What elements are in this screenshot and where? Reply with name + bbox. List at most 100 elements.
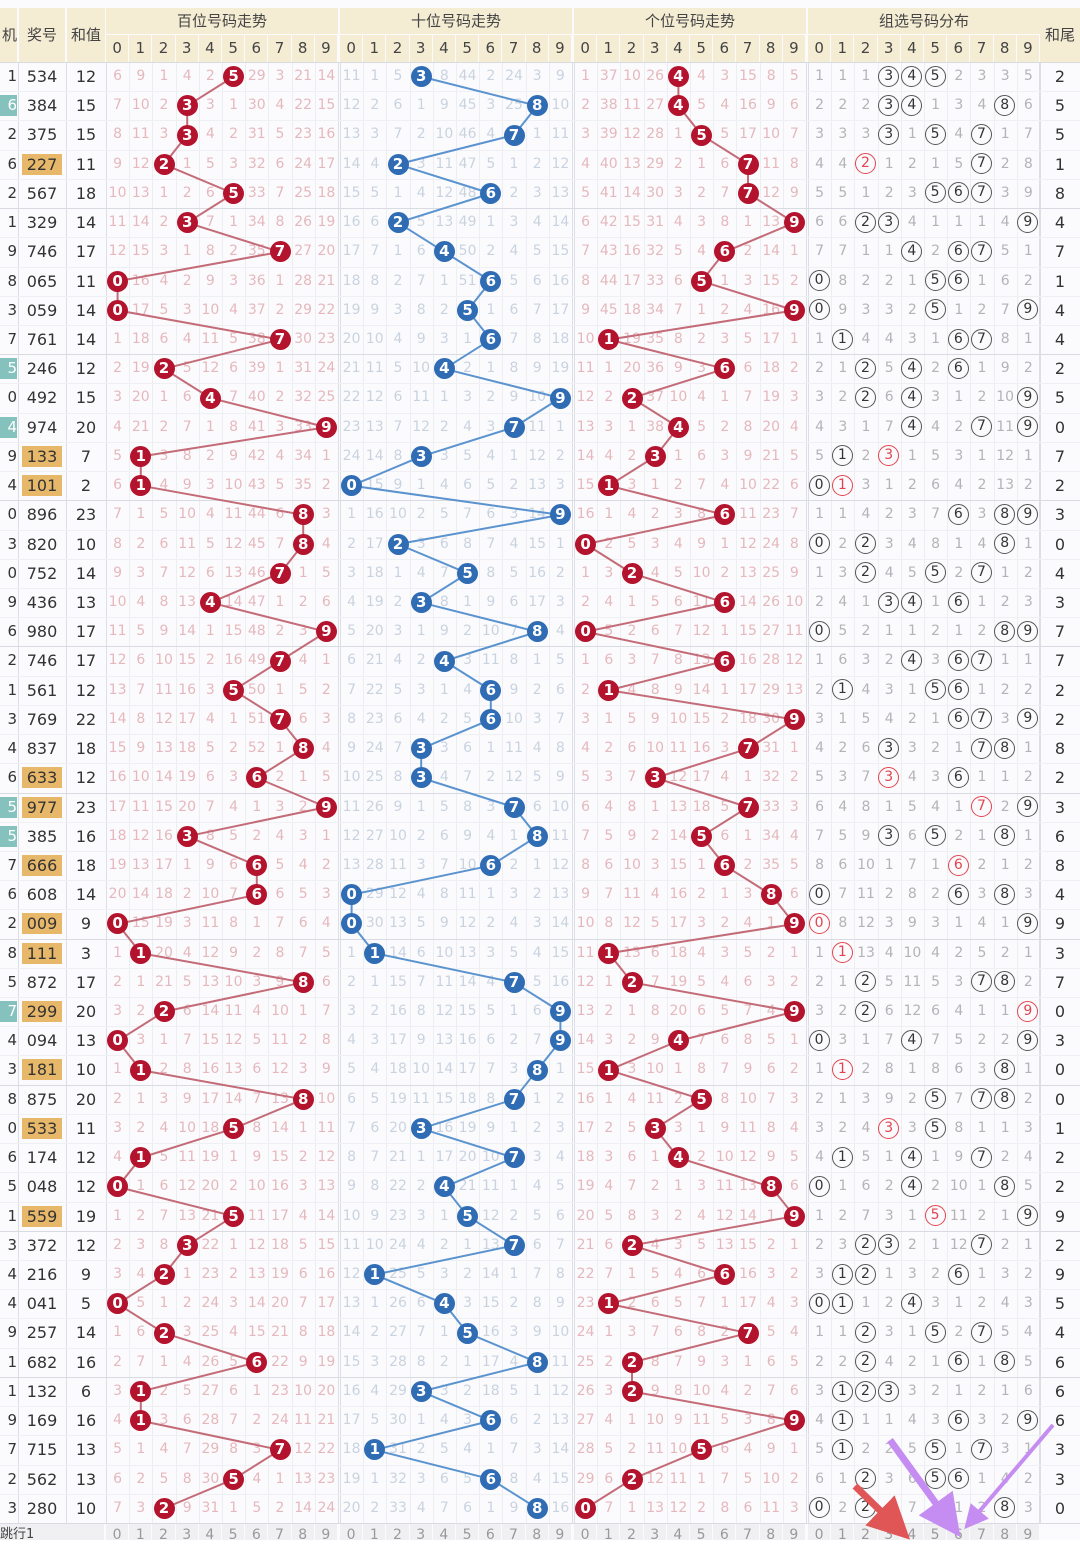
grid-line — [0, 617, 1080, 619]
omission-value: 7 — [838, 243, 848, 260]
omission-value: 2 — [884, 184, 894, 201]
omission-value: 11 — [762, 155, 781, 172]
grid-line — [0, 1376, 1080, 1378]
omission-value: 11 — [435, 155, 454, 172]
pair-ring: 2 — [855, 153, 876, 175]
omission-value: 15 — [762, 272, 781, 289]
hit-ring: 7 — [971, 240, 992, 262]
omission-value: 2 — [907, 301, 917, 318]
hit-ring: 8 — [994, 503, 1016, 525]
omission-value: 1 — [486, 301, 496, 318]
omission-value: 13 — [576, 418, 595, 435]
omission-value: 5 — [697, 418, 707, 435]
omission-value: 4 — [720, 97, 730, 114]
header-tail: 和尾 — [1040, 8, 1080, 62]
red-ball: 4 — [667, 416, 689, 438]
period-cell: 0 — [7, 563, 17, 582]
omission-value: 8 — [1000, 330, 1010, 347]
omission-value: 38 — [599, 97, 618, 114]
omission-value: 10 — [365, 330, 384, 347]
grid-line — [0, 850, 1080, 852]
period-cell: 6 — [7, 154, 17, 173]
omission-value: 8 — [509, 360, 519, 377]
omission-value: 4 — [977, 535, 987, 552]
omission-value: 9 — [439, 97, 449, 114]
number-cell: 974 — [26, 417, 58, 437]
omission-value: 3 — [720, 447, 730, 464]
hit-ring: 9 — [1017, 503, 1039, 525]
omission-value: 6 — [838, 214, 848, 231]
omission-value: 2 — [861, 447, 871, 464]
grid-line — [0, 967, 1080, 969]
period-cell: 1 — [7, 67, 17, 85]
omission-value: 2 — [604, 535, 614, 552]
omission-value: 22 — [317, 301, 336, 318]
omission-value: 5 — [159, 301, 169, 318]
omission-value: 16 — [623, 243, 641, 260]
period-cell: 0 — [7, 388, 17, 407]
omission-value: 4 — [697, 389, 707, 406]
hit-ring: 6 — [947, 270, 969, 292]
grid-line — [0, 880, 1080, 882]
grid-line — [0, 1435, 1080, 1437]
omission-value: 2 — [136, 535, 146, 552]
omission-value: 28 — [294, 272, 313, 289]
omission-value: 3 — [720, 330, 730, 347]
hit-ring: 4 — [901, 94, 923, 116]
omission-value: 3 — [509, 214, 519, 231]
red-ball: 2 — [153, 358, 175, 380]
omission-value: 11 — [342, 68, 361, 84]
omission-value: 7 — [789, 126, 799, 143]
footer-digit: 0 — [808, 1524, 831, 1543]
omission-value: 10 — [762, 126, 781, 143]
hit-ring: 1 — [831, 445, 853, 467]
omission-value: 5 — [815, 184, 825, 201]
tail-cell: 2 — [1054, 67, 1066, 86]
sum-cell: 14 — [75, 213, 97, 233]
footer-digit: 4 — [666, 1524, 689, 1543]
grid-line — [0, 587, 1080, 589]
purple-arrow-right — [964, 1423, 1055, 1530]
tail-cell: 3 — [1054, 505, 1066, 525]
omission-value: 10 — [551, 97, 570, 114]
hit-ring: 1 — [831, 328, 853, 350]
omission-value: 3 — [977, 68, 987, 84]
omission-value: 12 — [412, 418, 431, 435]
digit-header: 2 — [854, 35, 877, 62]
footer-digit: 4 — [198, 1524, 221, 1543]
omission-value: 3 — [907, 506, 917, 523]
omission-value: 2 — [463, 360, 473, 377]
omission-value: 3 — [815, 389, 825, 406]
omission-value: 8 — [532, 330, 542, 347]
omission-value: 3 — [275, 418, 285, 435]
omission-value: 1 — [136, 506, 146, 523]
hit-ring: 6 — [947, 182, 969, 204]
digit-header: 8 — [993, 35, 1016, 62]
omission-value: 7 — [113, 506, 123, 523]
omission-value: 9 — [838, 301, 848, 318]
omission-value: 1 — [113, 330, 123, 347]
grid-line — [0, 1230, 1080, 1232]
grid-line — [0, 1464, 1080, 1466]
footer-digit: 9 — [1016, 1524, 1039, 1543]
omission-value: 13 — [342, 126, 361, 143]
red-ball: 9 — [783, 299, 805, 321]
red-ball: 9 — [783, 212, 805, 234]
footer-digit: 9 — [548, 1524, 571, 1543]
omission-value: 5 — [275, 126, 285, 143]
omission-value: 11 — [108, 214, 127, 231]
footer-digit: 9 — [314, 1524, 337, 1543]
omission-value: 11 — [551, 126, 570, 143]
omission-value: 3 — [650, 535, 660, 552]
blue-ball: 7 — [503, 416, 525, 438]
omission-value: 1 — [182, 243, 192, 260]
omission-value: 4 — [673, 535, 683, 552]
omission-value: 10 — [389, 506, 407, 523]
omission-value: 1 — [907, 126, 917, 143]
omission-value: 1 — [509, 447, 519, 464]
tail-cell: 5 — [1054, 96, 1066, 116]
omission-value: 41 — [599, 184, 618, 201]
omission-value: 43 — [247, 477, 266, 494]
grid-line — [0, 91, 1080, 93]
omission-value: 18 — [317, 184, 336, 201]
